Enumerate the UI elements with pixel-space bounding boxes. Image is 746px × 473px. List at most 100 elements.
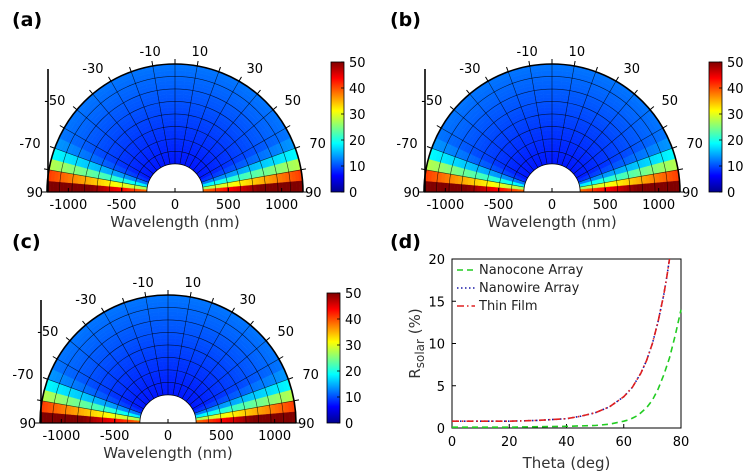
x-tick-label: 20 [501, 435, 518, 450]
heat-cell [612, 186, 617, 193]
outer-tick [466, 89, 471, 95]
grid-spoke [63, 127, 151, 179]
outer-tick [108, 76, 112, 82]
outer-tick [196, 60, 199, 67]
x-tick-label: 60 [615, 435, 632, 450]
heat-cell [427, 180, 432, 193]
heat-cell [63, 182, 68, 193]
heat-cell [666, 181, 671, 193]
heat-cell [106, 185, 111, 193]
outer-boundary [39, 294, 297, 424]
heat-cell [609, 186, 614, 193]
heat-cell [159, 324, 169, 329]
heat-cell [167, 311, 178, 316]
heat-cell [165, 391, 169, 396]
y-tick-label: 15 [428, 295, 445, 310]
heat-cell [165, 80, 176, 85]
heat-cell [164, 381, 169, 386]
heat-cell [174, 70, 186, 75]
heat-cell [259, 184, 264, 193]
y-tick-label: 10 [428, 338, 445, 353]
heat-cell [174, 143, 180, 148]
heat-cell [93, 416, 98, 424]
colorbar-tick-label: 30 [349, 108, 366, 123]
heat-cell [167, 377, 173, 382]
grid-spoke [85, 324, 151, 402]
heat-cell [164, 387, 169, 392]
grid-spoke [54, 147, 149, 183]
outer-tick [672, 146, 678, 149]
heat-cell [73, 182, 78, 193]
heat-cell [167, 361, 174, 366]
colorbar-tick-label: 50 [345, 287, 362, 302]
heat-cell [457, 183, 462, 193]
x-tick-label-pos-1000: 1000 [265, 198, 298, 213]
outer-tick [426, 146, 432, 149]
heat-cell [606, 186, 611, 193]
heat-cell [551, 107, 560, 112]
outer-boundary [46, 63, 304, 193]
heat-cell [116, 186, 121, 193]
heat-cell [551, 146, 557, 151]
heat-cell [551, 156, 556, 161]
heat-cell [167, 354, 175, 359]
colorbar-tick-label: 50 [349, 56, 366, 71]
angle-label: -30 [459, 62, 480, 77]
grid-spoke [569, 93, 635, 171]
outer-boundary [423, 63, 681, 193]
heat-cell [551, 73, 563, 78]
grid-spoke [184, 71, 220, 166]
heat-cell [487, 186, 492, 193]
grid-spoke [103, 311, 155, 399]
heat-cell [542, 83, 553, 88]
heat-cell [163, 371, 169, 376]
heat-cell [662, 181, 667, 193]
heat-cell [170, 146, 176, 151]
heat-cell [548, 153, 553, 158]
outer-tick [211, 297, 214, 303]
heat-cell [669, 181, 674, 193]
angle-label: -50 [421, 94, 442, 109]
heat-cell [167, 334, 176, 339]
heat-cell [433, 181, 438, 193]
grid-spoke [199, 127, 287, 179]
heat-cell [232, 186, 237, 193]
y-axis-title-main: R [406, 368, 424, 378]
heat-cell [167, 381, 172, 386]
heat-cell [490, 186, 495, 193]
x-tick-label-zero: 0 [171, 198, 179, 213]
heat-cell [295, 180, 300, 193]
outer-tick [129, 66, 132, 72]
grid-spoke [192, 93, 258, 171]
heat-cell [96, 416, 101, 424]
grid-spoke [172, 296, 191, 396]
outer-tick [272, 106, 278, 111]
heat-cell [626, 184, 631, 193]
heat-cell [549, 160, 553, 165]
heat-cell [168, 123, 176, 128]
series-line-thin-film [452, 258, 671, 423]
angle-label: -30 [75, 293, 96, 308]
outer-tick [151, 60, 154, 67]
heat-cell [215, 418, 220, 424]
colorbar [330, 61, 345, 193]
outer-tick [144, 291, 147, 298]
grid-spoke [181, 311, 233, 399]
heat-cell [161, 348, 169, 353]
heat-cell [542, 90, 553, 95]
heat-cell [544, 103, 553, 108]
heat-cell [541, 77, 553, 82]
grid-spoke [152, 65, 171, 165]
heat-cell [170, 140, 176, 145]
outer-tick [293, 399, 300, 402]
heat-cell [493, 186, 498, 193]
heat-cell [167, 308, 179, 313]
heat-cell [463, 184, 468, 193]
heat-cell [546, 130, 553, 135]
heat-cell [453, 183, 458, 193]
grid-spoke [561, 71, 597, 166]
heat-cell [167, 328, 177, 333]
heat-cell [503, 187, 508, 193]
